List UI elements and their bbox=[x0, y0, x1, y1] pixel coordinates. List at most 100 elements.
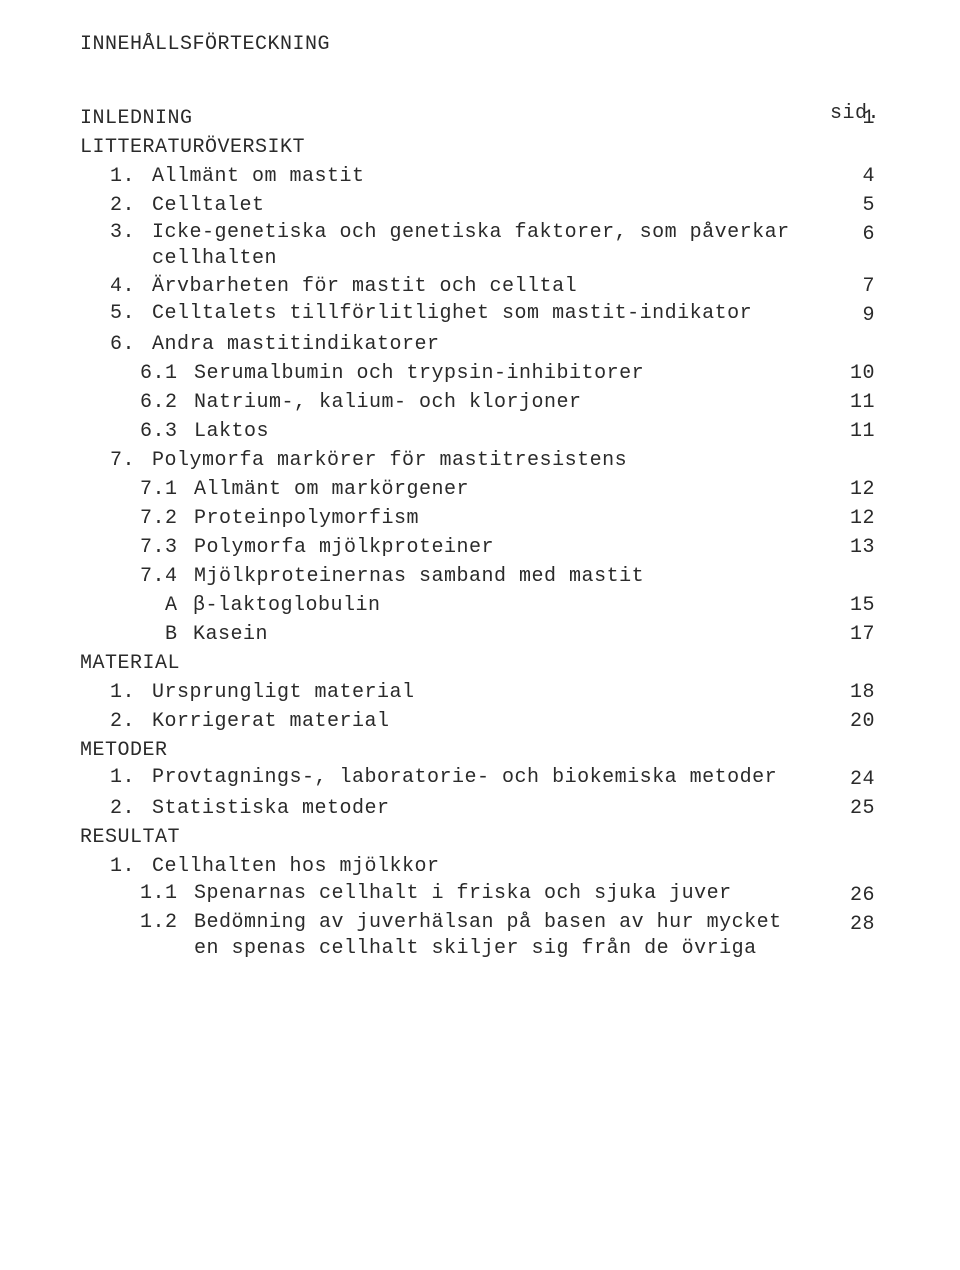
toc-row: METODER bbox=[80, 736, 900, 765]
toc-label: Aβ-laktoglobulin bbox=[80, 591, 825, 620]
toc-row: 1.Provtagnings-, laboratorie- och biokem… bbox=[80, 765, 900, 794]
toc-row: 1.2Bedömning av juverhälsan på basen av … bbox=[80, 910, 900, 962]
toc-page: 7 bbox=[825, 272, 875, 301]
toc-label: 7.3Polymorfa mjölkproteiner bbox=[80, 533, 825, 562]
toc-text: Ärvbarheten för mastit och celltal bbox=[152, 275, 577, 298]
toc-text: Celltalet bbox=[152, 194, 265, 217]
toc-number: 7.3 bbox=[140, 533, 194, 562]
toc-row: RESULTAT bbox=[80, 823, 900, 852]
toc-number: 6. bbox=[110, 330, 152, 359]
toc-number: 2. bbox=[110, 707, 152, 736]
toc-number: 1.1 bbox=[140, 881, 194, 907]
toc-text: Spenarnas cellhalt i friska och sjuka ju… bbox=[194, 881, 795, 907]
toc-text: β-laktoglobulin bbox=[193, 594, 381, 617]
toc-text: INLEDNING bbox=[80, 107, 193, 130]
toc-label: 4.Ärvbarheten för mastit och celltal bbox=[80, 272, 825, 301]
toc-text: Laktos bbox=[194, 420, 269, 443]
toc-text: RESULTAT bbox=[80, 826, 180, 849]
toc-number: 7. bbox=[110, 446, 152, 475]
toc-label: 3.Icke-genetiska och genetiska faktorer,… bbox=[80, 220, 825, 272]
toc-text: LITTERATURÖVERSIKT bbox=[80, 136, 305, 159]
toc-page: 12 bbox=[825, 504, 875, 533]
toc-number: 6.3 bbox=[140, 417, 194, 446]
toc-text: MATERIAL bbox=[80, 652, 180, 675]
page-column-header: sid. bbox=[830, 99, 880, 128]
toc-label: 1.Provtagnings-, laboratorie- och biokem… bbox=[80, 765, 825, 791]
toc-page: 15 bbox=[825, 591, 875, 620]
toc-page: 6 bbox=[825, 220, 875, 249]
toc-number: 2. bbox=[110, 794, 152, 823]
toc-row: LITTERATURÖVERSIKT bbox=[80, 133, 900, 162]
toc-text: Provtagnings-, laboratorie- och biokemis… bbox=[152, 765, 795, 791]
toc-number: 1. bbox=[110, 162, 152, 191]
toc-text: Icke-genetiska och genetiska faktorer, s… bbox=[152, 220, 795, 272]
toc-label: 7.1Allmänt om markörgener bbox=[80, 475, 825, 504]
toc-row: 2.Celltalet5 bbox=[80, 191, 900, 220]
toc-label: 1.Allmänt om mastit bbox=[80, 162, 825, 191]
toc-page: 24 bbox=[825, 765, 875, 794]
toc-label: 7.2Proteinpolymorfism bbox=[80, 504, 825, 533]
toc-text: Polymorfa mjölkproteiner bbox=[194, 536, 494, 559]
toc-label: 6.1Serumalbumin och trypsin-inhibitorer bbox=[80, 359, 825, 388]
toc-row: 1.Ursprungligt material18 bbox=[80, 678, 900, 707]
toc-label: INLEDNING bbox=[80, 104, 825, 133]
toc-text: Korrigerat material bbox=[152, 710, 390, 733]
toc-row: 7.1Allmänt om markörgener12 bbox=[80, 475, 900, 504]
toc-text: Kasein bbox=[193, 623, 268, 646]
toc-label: LITTERATURÖVERSIKT bbox=[80, 133, 825, 162]
toc-row: 2.Korrigerat material20 bbox=[80, 707, 900, 736]
toc-label: 7.Polymorfa markörer för mastitresistens bbox=[80, 446, 825, 475]
toc-row: 6.1Serumalbumin och trypsin-inhibitorer1… bbox=[80, 359, 900, 388]
toc-number: 6.2 bbox=[140, 388, 194, 417]
table-of-contents: sid. INLEDNING1LITTERATURÖVERSIKT1.Allmä… bbox=[80, 104, 900, 962]
toc-text: Bedömning av juverhälsan på basen av hur… bbox=[194, 910, 795, 962]
toc-label: 6.3Laktos bbox=[80, 417, 825, 446]
toc-label: METODER bbox=[80, 736, 825, 765]
toc-text: Proteinpolymorfism bbox=[194, 507, 419, 530]
toc-page: 28 bbox=[825, 910, 875, 939]
toc-number: 1. bbox=[110, 765, 152, 791]
toc-label: 1.Ursprungligt material bbox=[80, 678, 825, 707]
toc-text: Polymorfa markörer för mastitresistens bbox=[152, 449, 627, 472]
toc-number: 7.2 bbox=[140, 504, 194, 533]
toc-page: 11 bbox=[825, 388, 875, 417]
toc-label: MATERIAL bbox=[80, 649, 825, 678]
toc-number: 1. bbox=[110, 678, 152, 707]
toc-row: 2.Statistiska metoder25 bbox=[80, 794, 900, 823]
toc-row: 7.3Polymorfa mjölkproteiner13 bbox=[80, 533, 900, 562]
toc-number: 7.1 bbox=[140, 475, 194, 504]
toc-page: 20 bbox=[825, 707, 875, 736]
toc-text: Celltalets tillförlitlighet som mastit-i… bbox=[152, 301, 795, 327]
toc-label: BKasein bbox=[80, 620, 825, 649]
toc-label: 1.1Spenarnas cellhalt i friska och sjuka… bbox=[80, 881, 825, 907]
toc-page: 18 bbox=[825, 678, 875, 707]
toc-text: Mjölkproteinernas samband med mastit bbox=[194, 565, 644, 588]
toc-text: Natrium-, kalium- och klorjoner bbox=[194, 391, 582, 414]
toc-row: MATERIAL bbox=[80, 649, 900, 678]
toc-row: 1.1Spenarnas cellhalt i friska och sjuka… bbox=[80, 881, 900, 910]
toc-number: 1.2 bbox=[140, 910, 194, 962]
toc-label: 5.Celltalets tillförlitlighet som mastit… bbox=[80, 301, 825, 327]
toc-row: 3.Icke-genetiska och genetiska faktorer,… bbox=[80, 220, 900, 272]
toc-row: BKasein17 bbox=[80, 620, 900, 649]
toc-page: 9 bbox=[825, 301, 875, 330]
toc-label: 6.2Natrium-, kalium- och klorjoner bbox=[80, 388, 825, 417]
page-title: INNEHÅLLSFÖRTECKNING bbox=[80, 30, 900, 59]
toc-text: METODER bbox=[80, 739, 168, 762]
toc-row: 7.Polymorfa markörer för mastitresistens bbox=[80, 446, 900, 475]
toc-label: RESULTAT bbox=[80, 823, 825, 852]
toc-row: 4.Ärvbarheten för mastit och celltal7 bbox=[80, 272, 900, 301]
toc-row: 5.Celltalets tillförlitlighet som mastit… bbox=[80, 301, 900, 330]
toc-text: Andra mastitindikatorer bbox=[152, 333, 440, 356]
toc-number: 1. bbox=[110, 852, 152, 881]
toc-label: 2.Korrigerat material bbox=[80, 707, 825, 736]
toc-row: 6.2Natrium-, kalium- och klorjoner11 bbox=[80, 388, 900, 417]
toc-number: A bbox=[165, 591, 193, 620]
toc-label: 6.Andra mastitindikatorer bbox=[80, 330, 825, 359]
toc-page: 4 bbox=[825, 162, 875, 191]
toc-page: 26 bbox=[825, 881, 875, 910]
toc-text: Ursprungligt material bbox=[152, 681, 415, 704]
toc-text: Cellhalten hos mjölkkor bbox=[152, 855, 440, 878]
toc-label: 7.4Mjölkproteinernas samband med mastit bbox=[80, 562, 825, 591]
toc-page: 11 bbox=[825, 417, 875, 446]
